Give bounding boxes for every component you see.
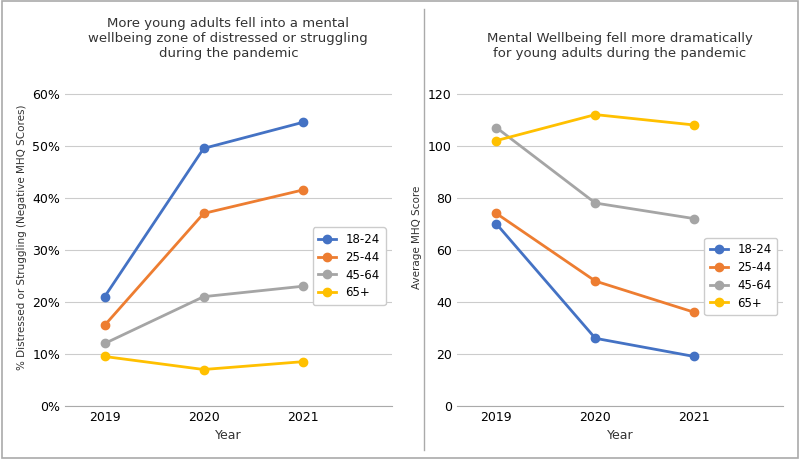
Y-axis label: Average MHQ Score: Average MHQ Score bbox=[413, 185, 422, 289]
25-44 bbox=[690, 309, 699, 315]
45-64 bbox=[590, 200, 600, 206]
65+ bbox=[199, 367, 209, 372]
Line: 45-64: 45-64 bbox=[101, 282, 306, 347]
65+ bbox=[298, 359, 307, 364]
45-64 bbox=[690, 216, 699, 221]
45-64 bbox=[100, 341, 110, 346]
X-axis label: Year: Year bbox=[215, 429, 242, 442]
18-24 bbox=[100, 294, 110, 299]
25-44 bbox=[590, 278, 600, 284]
25-44 bbox=[100, 323, 110, 328]
Line: 25-44: 25-44 bbox=[492, 209, 698, 316]
Legend: 18-24, 25-44, 45-64, 65+: 18-24, 25-44, 45-64, 65+ bbox=[704, 237, 778, 315]
45-64 bbox=[298, 284, 307, 289]
Line: 18-24: 18-24 bbox=[492, 220, 698, 361]
Title: More young adults fell into a mental
wellbeing zone of distressed or struggling
: More young adults fell into a mental wel… bbox=[89, 17, 368, 60]
Line: 18-24: 18-24 bbox=[101, 118, 306, 301]
65+ bbox=[491, 138, 501, 143]
45-64 bbox=[491, 125, 501, 130]
18-24 bbox=[298, 120, 307, 125]
25-44 bbox=[199, 211, 209, 216]
Line: 45-64: 45-64 bbox=[492, 123, 698, 223]
65+ bbox=[590, 112, 600, 118]
X-axis label: Year: Year bbox=[606, 429, 634, 442]
Line: 65+: 65+ bbox=[492, 111, 698, 145]
18-24 bbox=[690, 354, 699, 359]
18-24 bbox=[199, 146, 209, 151]
45-64 bbox=[199, 294, 209, 299]
Line: 65+: 65+ bbox=[101, 353, 306, 374]
18-24 bbox=[491, 221, 501, 227]
Legend: 18-24, 25-44, 45-64, 65+: 18-24, 25-44, 45-64, 65+ bbox=[313, 227, 386, 305]
Y-axis label: % Distressed or Struggling (Negative MHQ SCores): % Distressed or Struggling (Negative MHQ… bbox=[17, 104, 26, 369]
65+ bbox=[100, 354, 110, 359]
65+ bbox=[690, 122, 699, 128]
Line: 25-44: 25-44 bbox=[101, 186, 306, 330]
Title: Mental Wellbeing fell more dramatically
for young adults during the pandemic: Mental Wellbeing fell more dramatically … bbox=[487, 32, 753, 60]
25-44 bbox=[298, 187, 307, 193]
25-44 bbox=[491, 211, 501, 216]
18-24 bbox=[590, 336, 600, 341]
